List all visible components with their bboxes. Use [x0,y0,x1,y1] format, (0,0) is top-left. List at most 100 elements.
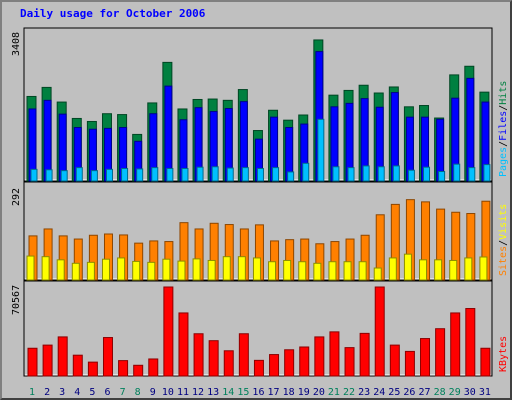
pages-bar [211,166,219,182]
day-label: 2 [44,387,50,398]
legend-separator: / [498,240,509,246]
pages-bar [392,165,400,182]
visits-bar [192,258,201,281]
legend-hits: Hits [498,81,509,105]
pages-bar [438,171,446,182]
pages-bar [256,167,264,182]
visits-bar [268,261,277,281]
files-bar [43,99,52,182]
visits-bar [328,261,337,281]
kbytes-bar [148,358,159,377]
kbytes-bar [284,349,295,377]
day-label: 13 [207,387,219,398]
day-label: 4 [74,387,80,398]
kbytes-bar [57,336,68,377]
visits-bar [207,259,216,281]
day-label: 20 [313,387,325,398]
visits-bar [237,256,246,281]
day-label: 21 [328,387,340,398]
pages-bar [332,166,340,182]
legend-separator: / [498,141,509,147]
visits-bar [26,255,35,281]
day-label: 26 [403,387,415,398]
visits-bar [41,256,50,281]
pages-bar [423,166,431,182]
pages-bar [362,165,370,182]
visits-bar [449,259,458,281]
legend-visits: Visits [498,204,509,240]
pages-bar [105,168,113,182]
visits-bar [358,261,367,281]
pages-bar [453,163,461,182]
pages-bar [241,167,249,182]
kbytes-bar [269,354,280,377]
visits-bar [162,258,171,281]
kbytes-bar [253,359,264,377]
legend-files: Files [498,111,509,141]
day-label: 24 [373,387,385,398]
day-label: 1 [29,387,35,398]
visits-bar [222,256,231,281]
kbytes-bar [27,347,38,377]
day-label: 31 [479,387,491,398]
day-label: 16 [252,387,264,398]
kbytes-bar [374,286,385,377]
kbytes-bar [329,331,340,377]
kbytes-bar [389,344,400,377]
legend-kbytes: KBytes [498,336,509,372]
panel-2-max-tick: 292 [11,188,22,206]
pages-bar [468,167,476,182]
kbytes-bar [450,312,461,377]
kbytes-bar [102,337,113,377]
day-label: 23 [358,387,370,398]
pages-bar [287,171,295,182]
pages-bar [302,162,310,182]
day-label: 6 [104,387,110,398]
visits-bar [419,259,428,281]
panel-3-max-tick: 70567 [11,285,22,315]
kbytes-bar [480,347,491,377]
legend-pages: Pages [498,147,509,177]
panel-2-legend: Sites/Visits [498,204,509,276]
kbytes-bar [72,354,83,377]
kbytes-bar [465,308,476,377]
kbytes-bar [42,344,53,377]
day-label: 15 [237,387,249,398]
pages-bar [196,166,204,182]
pages-bar [483,164,491,182]
pages-bar [181,167,189,182]
day-label: 28 [434,387,446,398]
pages-bar [136,168,144,182]
visits-bar [434,259,443,281]
visits-bar [177,260,186,281]
day-label: 17 [268,387,280,398]
kbytes-bar [435,328,446,377]
legend-sites: Sites [498,246,509,276]
pages-bar [226,167,234,182]
kbytes-bar [223,350,234,377]
day-label: 7 [120,387,126,398]
pages-bar [90,170,98,182]
legend-separator: / [498,105,509,111]
pages-bar [272,167,280,182]
pages-bar [151,167,159,182]
visits-bar [86,261,95,281]
day-label: 27 [418,387,430,398]
visits-bar [101,258,110,281]
kbytes-bar [359,332,370,377]
day-label: 14 [222,387,234,398]
visits-bar [373,267,382,281]
visits-bar [132,260,141,281]
day-label: 11 [177,387,189,398]
pages-bar [45,169,53,182]
visits-bar [464,257,473,281]
visits-bar [71,262,80,281]
day-label: 19 [298,387,310,398]
visits-bar [479,256,488,281]
visits-bar [313,262,322,281]
kbytes-bar [299,346,310,377]
visits-bar [117,257,126,281]
kbytes-bar [178,312,189,377]
